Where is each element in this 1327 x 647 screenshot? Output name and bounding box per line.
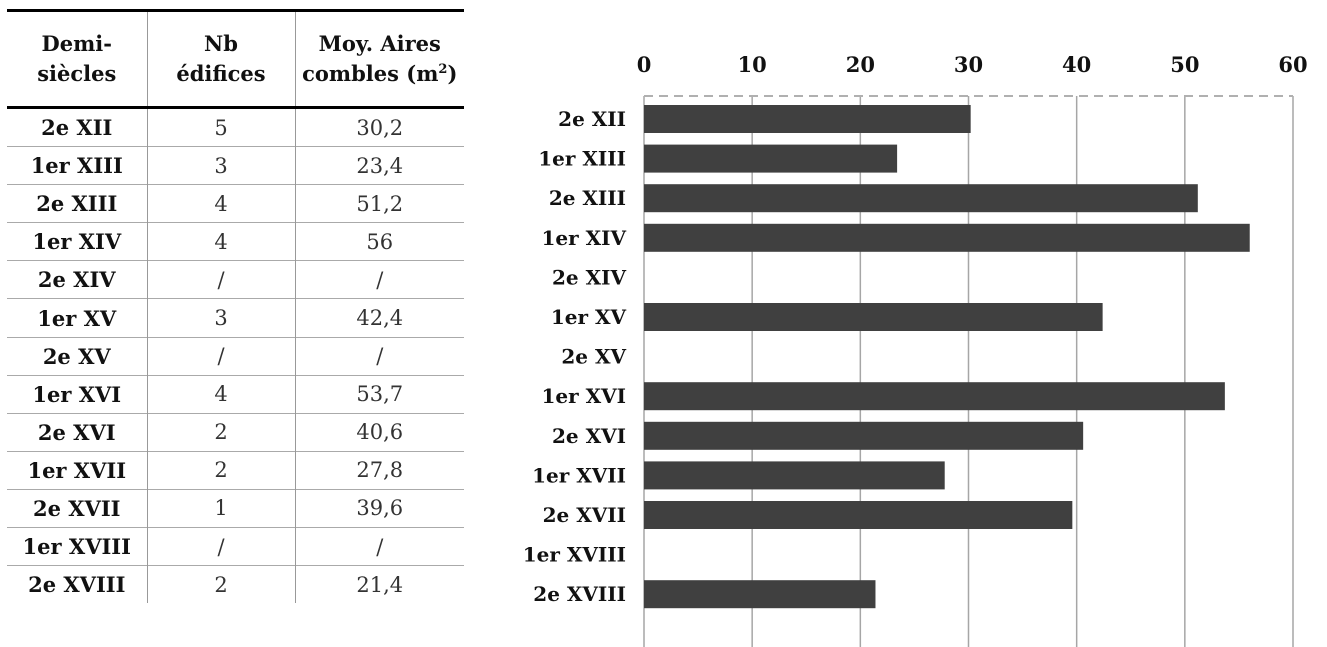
x-tick-label: 0 — [637, 52, 652, 77]
header-line: siècles — [37, 61, 117, 86]
row-label: 2e XVI — [7, 412, 147, 452]
x-tick-label: 60 — [1278, 52, 1307, 77]
category-label: 2e XVII — [543, 503, 626, 527]
row-label: 1er XV — [7, 298, 147, 338]
bar-chart: 0 10 20 30 40 50 60 2e XII 1er XIII 2e XIII 1er XI… — [523, 52, 1308, 647]
category-label: 2e XII — [558, 107, 626, 131]
table-row: 2e XVI 2 40,6 — [7, 412, 464, 452]
row-nb-edifices: / — [146, 260, 295, 299]
category-label: 2e XIII — [549, 186, 626, 210]
row-moy-aires: 42,4 — [294, 298, 464, 338]
table-row: 2e XV / / — [7, 336, 464, 376]
row-moy-aires: 23,4 — [294, 146, 464, 185]
table-row: 1er XVII 2 27,8 — [7, 450, 464, 490]
bar — [644, 105, 971, 133]
bar — [644, 461, 945, 490]
category-label: 1er XVII — [532, 463, 626, 487]
x-tick-label: 50 — [1170, 52, 1199, 77]
bar — [644, 223, 1250, 252]
header-moy-aires: Moy. Aires combles (m2) — [294, 9, 465, 109]
row-moy-aires: 40,6 — [294, 412, 464, 452]
row-moy-aires: 21,4 — [294, 565, 464, 604]
row-label: 2e XIV — [7, 260, 147, 299]
bar — [644, 501, 1073, 529]
table-row: 1er XIV 4 56 — [7, 222, 464, 261]
x-tick-label: 10 — [738, 52, 767, 77]
table-row: 1er XIII 3 23,4 — [7, 146, 464, 185]
row-label: 2e XVIII — [7, 565, 147, 604]
category-label: 1er XIV — [541, 226, 626, 250]
row-label: 2e XV — [7, 336, 147, 376]
header-nb-edifices: Nb édifices — [146, 9, 295, 109]
category-label: 1er XVI — [541, 384, 626, 408]
table-row: 2e XVIII 2 21,4 — [7, 565, 464, 604]
row-nb-edifices: 2 — [146, 412, 295, 452]
x-tick-label: 40 — [1062, 52, 1091, 77]
header-unit: combles (m — [302, 61, 439, 86]
row-moy-aires: 39,6 — [294, 488, 464, 528]
table-row: 2e XII 5 30,2 — [7, 107, 464, 147]
table-row: 1er XV 3 42,4 — [7, 298, 464, 338]
row-moy-aires: 51,2 — [294, 184, 464, 223]
header-line: Moy. Aires — [318, 31, 441, 56]
row-nb-edifices: 4 — [146, 184, 295, 223]
row-nb-edifices: 1 — [146, 488, 295, 528]
row-label: 1er XVIII — [7, 527, 147, 566]
row-moy-aires: / — [294, 260, 464, 299]
row-label: 1er XIII — [7, 146, 147, 185]
row-nb-edifices: 4 — [146, 374, 295, 414]
row-moy-aires: / — [294, 336, 464, 376]
row-label: 2e XIII — [7, 184, 147, 223]
bar — [644, 421, 1084, 450]
row-nb-edifices: / — [146, 527, 295, 566]
header-line: combles (m2) — [296, 59, 465, 89]
category-label: 1er XIII — [538, 147, 626, 171]
row-moy-aires: / — [294, 527, 464, 566]
bar — [644, 303, 1103, 331]
row-moy-aires: 27,8 — [294, 450, 464, 490]
data-table: Demi- siècles Nb édifices Moy. Aires com… — [7, 9, 465, 604]
category-label: 2e XVIII — [533, 582, 626, 606]
category-label: 2e XVI — [552, 424, 626, 448]
row-nb-edifices: 3 — [146, 298, 295, 338]
x-tick-label: 20 — [846, 52, 875, 77]
row-nb-edifices: 2 — [146, 450, 295, 490]
row-label: 1er XVI — [7, 374, 147, 414]
category-label: 1er XV — [551, 305, 627, 329]
row-label: 2e XVII — [7, 488, 147, 528]
row-label: 2e XII — [41, 115, 113, 141]
row-nb-edifices: / — [146, 336, 295, 376]
table-row: 1er XVIII / / — [7, 527, 464, 566]
header-line: édifices — [176, 61, 266, 86]
header-close-paren: ) — [447, 61, 458, 86]
row-nb-edifices: 3 — [146, 146, 295, 185]
table-row: 2e XIV / / — [7, 260, 464, 299]
row-nb-edifices: 2 — [146, 565, 295, 604]
row-label: 1er XIV — [7, 222, 147, 261]
bar — [644, 144, 898, 173]
header-line: Nb — [204, 31, 238, 56]
header-superscript: 2 — [438, 62, 448, 77]
row-nb-edifices: 4 — [146, 222, 295, 261]
bar — [644, 580, 876, 609]
table-body: 2e XII 5 30,2 1er XIII 3 23,4 2e XIII 4 51,2 1er … — [7, 107, 464, 604]
table-row: 2e XVII 1 39,6 — [7, 488, 464, 528]
row-moy-aires: 53,7 — [294, 374, 464, 414]
table-row: 2e XIII 4 51,2 — [7, 184, 464, 223]
table-header-row: Demi- siècles Nb édifices Moy. Aires com… — [7, 9, 465, 109]
x-tick-label: 30 — [954, 52, 983, 77]
header-demi-siecles: Demi- siècles — [7, 9, 147, 109]
table-row: 1er XVI 4 53,7 — [7, 374, 464, 414]
row-moy-aires: 56 — [294, 222, 464, 261]
category-label: 1er XVIII — [523, 543, 626, 567]
row-nb-edifices: 5 — [146, 107, 295, 147]
category-label: 2e XV — [561, 345, 626, 369]
row-label: 1er XVII — [7, 450, 147, 490]
header-line: Demi- — [41, 31, 113, 56]
category-label: 2e XIV — [552, 265, 626, 289]
bar — [644, 382, 1225, 411]
row-moy-aires: 30,2 — [294, 107, 464, 147]
bar — [644, 184, 1198, 213]
